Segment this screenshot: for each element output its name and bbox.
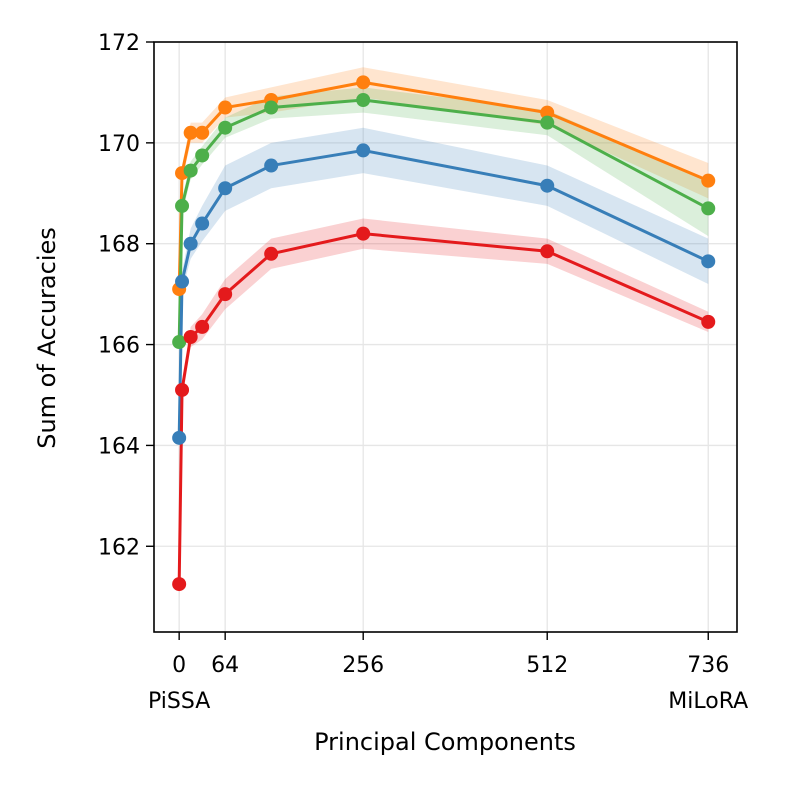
point-green bbox=[701, 201, 716, 216]
x-tick-sublabel: PiSSA bbox=[148, 689, 210, 714]
data-points bbox=[172, 75, 716, 592]
point-blue bbox=[195, 216, 210, 231]
x-tick-sublabel: MiLoRA bbox=[668, 689, 748, 714]
point-green bbox=[195, 148, 210, 163]
x-axis-title: Principal Components bbox=[314, 728, 576, 756]
point-green bbox=[264, 100, 279, 115]
y-tick-label: 162 bbox=[98, 535, 140, 560]
point-blue bbox=[540, 178, 555, 193]
x-tick-label: 256 bbox=[342, 653, 384, 678]
y-tick-label: 172 bbox=[98, 31, 140, 56]
point-blue bbox=[264, 158, 279, 173]
point-green bbox=[356, 92, 371, 107]
y-tick-label: 168 bbox=[98, 233, 140, 258]
point-green bbox=[183, 163, 198, 178]
y-tick-label: 164 bbox=[98, 434, 140, 459]
point-red bbox=[264, 246, 279, 261]
point-green bbox=[540, 115, 555, 130]
x-tick-label: 736 bbox=[687, 653, 729, 678]
point-green bbox=[175, 198, 190, 213]
x-tick-label: 512 bbox=[526, 653, 568, 678]
point-blue bbox=[172, 430, 187, 445]
band-red bbox=[179, 218, 709, 602]
y-tick-label: 170 bbox=[98, 132, 140, 157]
point-green bbox=[218, 120, 233, 135]
point-orange bbox=[218, 100, 233, 115]
point-red bbox=[175, 382, 190, 397]
point-orange bbox=[195, 125, 210, 140]
point-blue bbox=[701, 254, 716, 269]
point-blue bbox=[183, 236, 198, 251]
plot-frame bbox=[153, 41, 738, 633]
point-red bbox=[183, 330, 198, 344]
point-red bbox=[701, 314, 716, 329]
point-blue bbox=[218, 181, 233, 196]
point-blue bbox=[175, 274, 190, 289]
point-orange bbox=[540, 105, 555, 120]
band-blue bbox=[179, 127, 709, 446]
point-red bbox=[172, 577, 187, 592]
band-green bbox=[179, 87, 709, 349]
line-red bbox=[177, 232, 709, 585]
x-tick-label: 0 bbox=[172, 653, 186, 678]
y-axis-title: Sum of Accuracies bbox=[33, 227, 61, 449]
x-tick-label: 64 bbox=[211, 653, 239, 678]
point-orange bbox=[183, 125, 198, 140]
point-blue bbox=[356, 143, 371, 158]
point-red bbox=[356, 226, 371, 241]
y-tick-label: 166 bbox=[98, 334, 140, 359]
point-red bbox=[218, 287, 233, 302]
point-red bbox=[540, 244, 555, 259]
point-red bbox=[195, 319, 210, 334]
point-orange bbox=[701, 173, 716, 188]
point-green bbox=[172, 335, 187, 350]
point-orange bbox=[356, 75, 371, 90]
